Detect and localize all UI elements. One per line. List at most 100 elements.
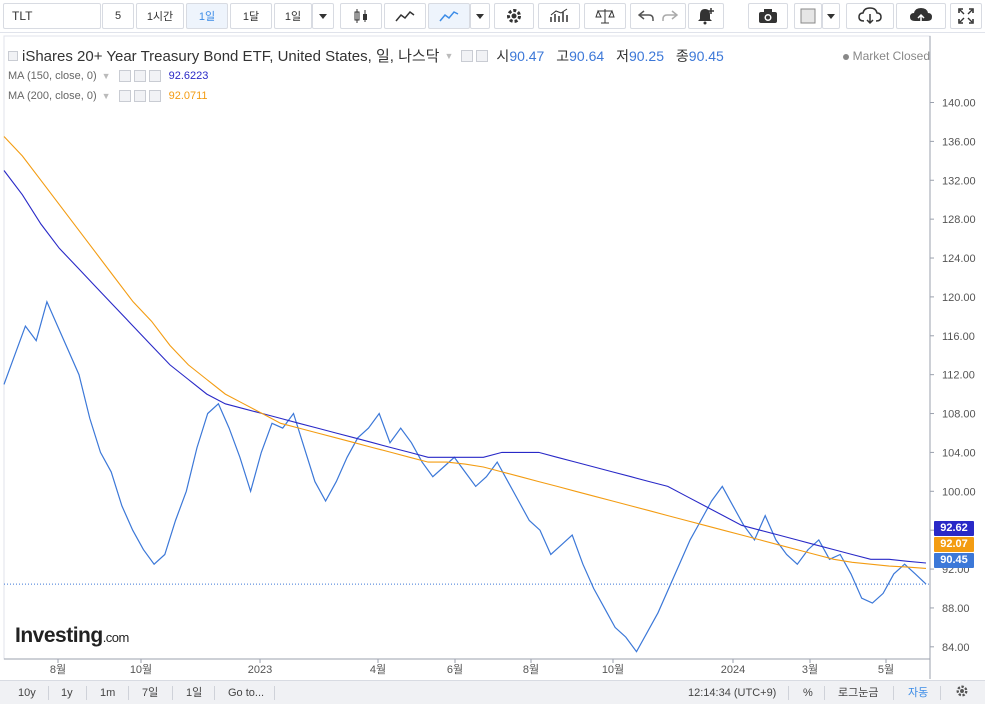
goto-button[interactable]: Go to...	[228, 687, 265, 699]
range-1m[interactable]: 1m	[100, 687, 116, 699]
y-tick-label: 88.00	[942, 603, 970, 615]
area-chart-button[interactable]	[384, 3, 426, 29]
y-tick-label: 104.00	[942, 447, 976, 459]
x-tick-label: 4월	[370, 663, 386, 676]
plot-frame	[3, 35, 931, 660]
divider	[274, 686, 275, 700]
interval-1d-label: 1일	[198, 11, 216, 23]
scale-icon	[595, 9, 615, 24]
undo-icon[interactable]	[638, 10, 654, 22]
ma200-price-tag: 92.07	[934, 537, 974, 552]
x-tick-label: 3월	[802, 663, 818, 676]
interval-dropdown-button[interactable]: 1일	[274, 3, 312, 29]
fullscreen-icon	[958, 8, 974, 24]
gear-icon[interactable]	[476, 49, 489, 62]
line-chart-button[interactable]	[428, 3, 470, 29]
log-scale-button[interactable]: 로그눈금	[838, 687, 879, 699]
range-1d[interactable]: 1일	[186, 687, 203, 699]
screenshot-button[interactable]	[748, 3, 788, 29]
interval-1mo-label: 1달	[242, 11, 260, 23]
divider	[86, 686, 87, 700]
price-chart[interactable]: 140.00 136.00 132.00 128.00 124.00 120.00 116.…	[0, 34, 985, 680]
logo-suffix: .com	[102, 630, 130, 645]
alert-button[interactable]	[688, 3, 724, 29]
ohlc-values: 시90.47 고90.64 저90.25 종90.45	[488, 46, 723, 66]
high-value: 90.64	[569, 47, 605, 64]
save-chart-button[interactable]	[896, 3, 946, 29]
interval-chevron-button[interactable]	[312, 3, 334, 29]
divider	[128, 686, 129, 700]
chart-title-row: iShares 20+ Year Treasury Bond ETF, Unit…	[8, 45, 724, 66]
x-tick-label: 2024	[721, 664, 745, 676]
x-tick-label: 5월	[878, 663, 894, 676]
ma200-legend: MA (200, close, 0) ▼ 92.0711	[8, 90, 208, 102]
settings-button[interactable]	[494, 3, 534, 29]
bottom-bar: 10y 1y 1m 7일 1일 Go to... 12:14:34 (UTC+9…	[0, 680, 985, 704]
y-tick-label: 116.00	[942, 331, 975, 343]
y-tick-label: 100.00	[942, 486, 976, 498]
eye-icon[interactable]	[118, 70, 131, 82]
interval-5-label: 5	[114, 10, 122, 22]
close-icon[interactable]	[148, 70, 161, 82]
indicators-button[interactable]	[538, 3, 580, 29]
load-chart-button[interactable]	[846, 3, 894, 29]
auto-scale-button[interactable]: 자동	[908, 687, 929, 699]
close-label: 종	[675, 47, 689, 64]
range-7d[interactable]: 7일	[142, 687, 159, 699]
gear-icon[interactable]	[133, 90, 146, 102]
logo-brand: Investing	[15, 624, 103, 647]
divider	[893, 686, 894, 700]
x-tick-label: 8월	[523, 663, 539, 676]
redo-icon[interactable]	[662, 10, 678, 22]
color-chevron-button[interactable]	[822, 3, 840, 29]
close-value: 90.45	[688, 47, 724, 64]
color-picker-button[interactable]	[794, 3, 822, 29]
compare-button[interactable]	[584, 3, 626, 29]
symbol-text: TLT	[12, 9, 33, 23]
line-chart-icon	[439, 11, 459, 22]
interval-1d-button[interactable]: 1일	[186, 3, 228, 29]
gear-icon[interactable]	[133, 70, 146, 82]
divider	[172, 686, 173, 700]
chevron-down-icon	[319, 13, 327, 19]
clock-timezone[interactable]: 12:14:34 (UTC+9)	[688, 687, 777, 699]
y-tick-label: 124.00	[942, 253, 976, 265]
range-1y[interactable]: 1y	[61, 687, 73, 699]
interval-1h-button[interactable]: 1시간	[136, 3, 184, 29]
low-value: 90.25	[628, 47, 665, 64]
camera-icon	[759, 9, 777, 23]
eye-icon[interactable]	[118, 90, 131, 102]
area-chart-icon	[395, 10, 415, 22]
percent-scale-button[interactable]: %	[803, 687, 813, 699]
price-series-line	[3, 300, 927, 653]
chart-type-chevron-button[interactable]	[470, 3, 490, 29]
ma150-price-tag: 92.62	[934, 521, 974, 536]
candlestick-icon	[354, 9, 367, 23]
collapse-legend-icon[interactable]	[8, 50, 18, 61]
chevron-down-icon[interactable]: ▼	[101, 91, 111, 101]
fullscreen-button[interactable]	[950, 3, 982, 29]
y-tick-label: 84.00	[942, 642, 970, 654]
symbol-input[interactable]: TLT	[3, 3, 101, 29]
y-tick-label: 108.00	[942, 409, 976, 421]
close-icon[interactable]	[148, 90, 161, 102]
chart-title: iShares 20+ Year Treasury Bond ETF, Unit…	[22, 48, 440, 65]
gear-icon	[956, 685, 968, 697]
chevron-down-icon	[827, 13, 835, 19]
interval-5-button[interactable]: 5	[102, 3, 134, 29]
eye-icon[interactable]	[461, 49, 474, 62]
cloud-upload-icon	[910, 8, 932, 23]
y-tick-label: 120.00	[942, 292, 976, 304]
open-label: 시	[496, 47, 510, 64]
y-tick-label: 140.00	[942, 98, 976, 110]
investing-logo: Investing.com	[15, 624, 129, 648]
chevron-down-icon[interactable]: ▼	[101, 71, 111, 81]
chevron-down-icon[interactable]: ▼	[444, 50, 454, 61]
x-tick-label: 10월	[130, 663, 152, 676]
candles-chart-button[interactable]	[340, 3, 382, 29]
color-swatch-icon	[800, 8, 816, 24]
interval-1mo-button[interactable]: 1달	[230, 3, 272, 29]
chart-settings-button[interactable]	[955, 684, 969, 700]
last-price-tag: 90.45	[934, 553, 974, 568]
range-10y[interactable]: 10y	[18, 687, 36, 699]
